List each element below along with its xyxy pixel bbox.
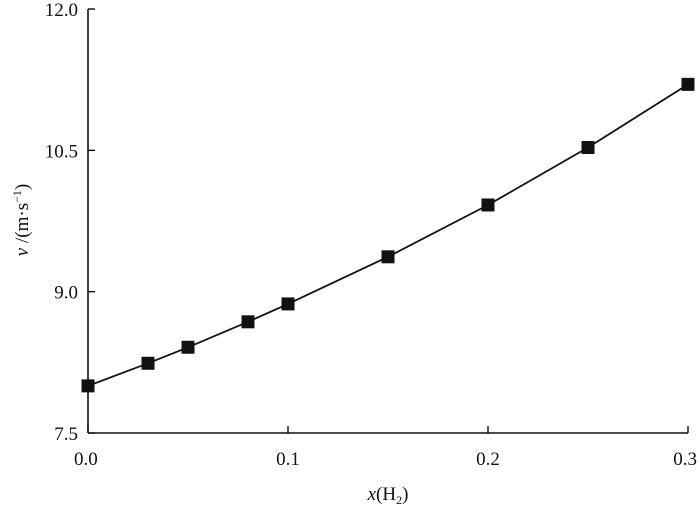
y-tick-label: 9.0 <box>54 283 78 304</box>
x-tick-label: 0.3 <box>673 449 697 470</box>
data-point-marker <box>141 356 155 370</box>
x-axis-title-species: H <box>382 484 396 505</box>
x-axis-title: x(H2) <box>367 484 409 507</box>
plot-marks <box>81 77 695 393</box>
y-axis-title: v /(m·s−1) <box>10 184 33 256</box>
data-point-marker <box>281 297 295 311</box>
axes <box>87 9 688 434</box>
series-line <box>87 83 689 387</box>
data-point-marker <box>381 250 395 264</box>
data-point-marker <box>181 340 195 354</box>
x-axis-title-paren-open: ( <box>376 484 382 505</box>
data-point-marker <box>581 141 595 155</box>
data-point-marker <box>481 198 495 212</box>
y-axis-title-exponent: −1 <box>10 190 24 203</box>
ticks: 0.0 0.1 0.2 0.3 7.5 9.0 10.5 12.0 <box>45 0 697 470</box>
y-tick-label: 7.5 <box>54 424 78 445</box>
y-tick-label: 10.5 <box>45 141 78 162</box>
x-tick-label: 0.2 <box>476 449 500 470</box>
y-axis-title-unit: /(m·s <box>12 203 33 248</box>
x-tick-label: 0.1 <box>276 449 300 470</box>
y-axis-title-var: v <box>12 247 33 256</box>
data-point-marker <box>241 315 255 329</box>
x-axis-title-var: x <box>367 484 377 505</box>
y-axis-title-unit-close: ) <box>12 184 33 190</box>
x-tick-label: 0.0 <box>74 449 98 470</box>
y-tick-label: 12.0 <box>45 0 78 21</box>
data-point-marker <box>681 77 695 91</box>
x-axis-title-subscript: 2 <box>396 493 402 507</box>
x-axis-title-paren-close: ) <box>402 484 408 505</box>
